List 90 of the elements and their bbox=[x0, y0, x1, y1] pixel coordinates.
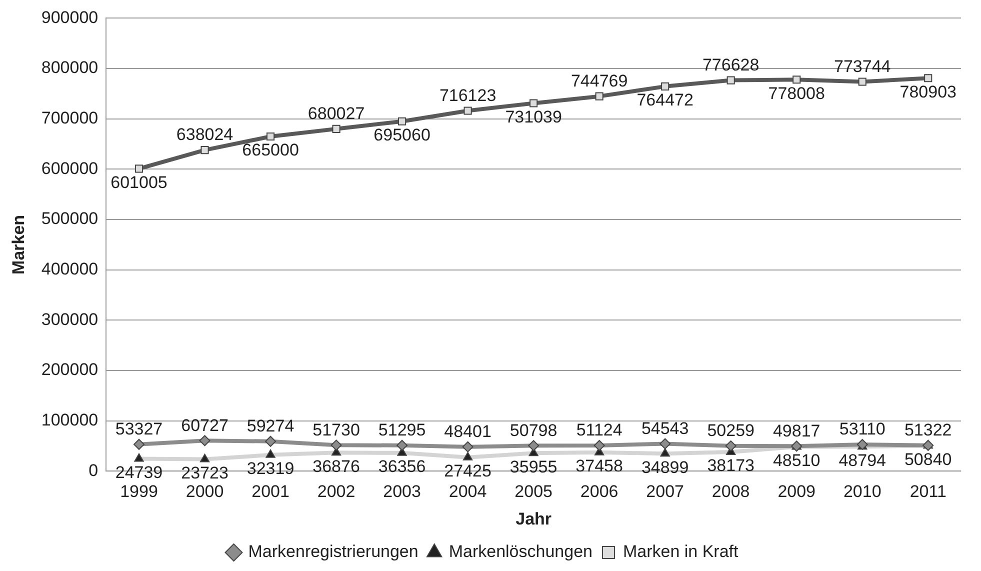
x-tick-label: 1999 bbox=[120, 482, 158, 502]
data-label: 48401 bbox=[444, 422, 492, 442]
legend-label: Markenlöschungen bbox=[448, 542, 592, 562]
point bbox=[530, 99, 538, 108]
data-label: 601005 bbox=[110, 172, 168, 192]
data-label: 731039 bbox=[505, 107, 562, 126]
y-axis-title: Marken bbox=[8, 214, 28, 274]
data-label: 780903 bbox=[900, 82, 956, 102]
x-tick-label: 2009 bbox=[778, 482, 816, 502]
point bbox=[792, 76, 801, 84]
y-tick-label: 900000 bbox=[41, 8, 98, 27]
data-label: 38173 bbox=[707, 456, 754, 476]
point bbox=[396, 440, 408, 451]
data-label: 23723 bbox=[181, 463, 228, 482]
data-label: 695060 bbox=[374, 126, 430, 145]
x-tick-label: 2000 bbox=[186, 482, 224, 502]
data-label: 764472 bbox=[636, 90, 694, 110]
y-tick-label: 700000 bbox=[41, 108, 98, 128]
data-label: 773744 bbox=[834, 56, 891, 76]
data-label: 778008 bbox=[768, 84, 825, 103]
data-label: 716123 bbox=[439, 86, 496, 105]
data-label: 51295 bbox=[378, 420, 426, 440]
data-label: 51730 bbox=[312, 420, 360, 440]
y-tick-label: 0 bbox=[88, 460, 98, 480]
x-tick-label: 2005 bbox=[514, 482, 552, 502]
data-label: 27425 bbox=[444, 462, 492, 481]
point bbox=[134, 438, 145, 450]
x-tick-label: 2001 bbox=[252, 482, 290, 502]
data-label: 776628 bbox=[702, 55, 760, 74]
point bbox=[265, 436, 276, 447]
point bbox=[725, 440, 736, 452]
data-label: 53327 bbox=[115, 420, 163, 439]
point bbox=[266, 132, 275, 141]
data-label: 50259 bbox=[707, 421, 754, 440]
point bbox=[528, 440, 540, 452]
point bbox=[332, 124, 340, 133]
data-label: 34899 bbox=[641, 458, 689, 477]
x-tick-label: 2008 bbox=[712, 482, 750, 502]
x-tick-label: 2002 bbox=[317, 482, 356, 502]
x-axis-title: Jahr bbox=[516, 509, 552, 528]
point bbox=[398, 117, 406, 126]
point bbox=[726, 76, 735, 84]
point bbox=[858, 78, 866, 86]
y-tick-label: 100000 bbox=[41, 410, 98, 430]
data-label: 50798 bbox=[510, 420, 558, 440]
point bbox=[464, 106, 472, 115]
x-tick-label: 2007 bbox=[646, 482, 684, 502]
data-label: 37458 bbox=[576, 456, 623, 476]
data-label: 54543 bbox=[641, 418, 689, 438]
point bbox=[462, 441, 474, 452]
point bbox=[330, 440, 342, 451]
data-label: 36356 bbox=[378, 457, 426, 476]
x-tick-label: 2003 bbox=[383, 482, 421, 502]
y-tick-label: 300000 bbox=[41, 310, 98, 329]
data-label: 665000 bbox=[242, 140, 299, 160]
x-tick-label: 2004 bbox=[448, 482, 487, 502]
point bbox=[661, 82, 670, 90]
point bbox=[660, 438, 671, 450]
point bbox=[134, 164, 144, 173]
point bbox=[924, 74, 932, 82]
point bbox=[594, 440, 605, 451]
data-label: 53110 bbox=[839, 420, 886, 439]
data-label: 48794 bbox=[838, 450, 886, 470]
point bbox=[595, 92, 604, 100]
x-tick-label: 2006 bbox=[580, 482, 618, 502]
data-label: 48510 bbox=[772, 450, 820, 470]
x-tick-label: 2011 bbox=[910, 482, 946, 502]
y-tick-label: 200000 bbox=[41, 360, 98, 380]
data-label: 51322 bbox=[904, 420, 952, 440]
data-label: 36876 bbox=[312, 456, 360, 476]
data-label: 680027 bbox=[308, 104, 365, 124]
legend-label: Marken in Kraft bbox=[622, 542, 739, 562]
data-label: 49817 bbox=[772, 421, 820, 440]
data-label: 744769 bbox=[570, 72, 628, 91]
data-label: 32319 bbox=[246, 459, 294, 478]
data-label: 50840 bbox=[904, 450, 952, 469]
data-label: 60727 bbox=[181, 416, 228, 435]
data-label: 638024 bbox=[176, 125, 234, 144]
data-label: 24739 bbox=[115, 462, 163, 482]
point bbox=[199, 435, 210, 446]
data-label: 59274 bbox=[246, 416, 294, 436]
y-tick-label: 600000 bbox=[41, 158, 98, 178]
x-tick-label: 2010 bbox=[843, 482, 882, 502]
point bbox=[200, 146, 209, 154]
data-label: 51124 bbox=[576, 420, 622, 440]
y-tick-label: 500000 bbox=[41, 209, 98, 228]
data-label: 35955 bbox=[510, 457, 558, 476]
y-tick-label: 800000 bbox=[41, 58, 98, 78]
y-tick-label: 400000 bbox=[41, 260, 98, 279]
legend-label: Markenregistrierungen bbox=[248, 542, 418, 562]
